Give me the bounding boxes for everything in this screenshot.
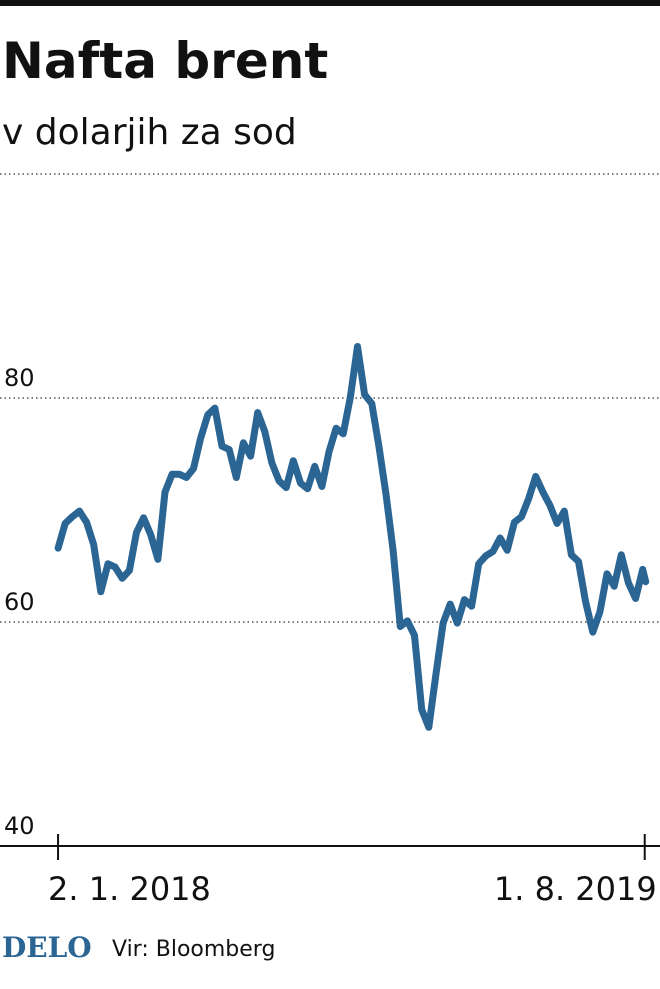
source: Vir: Bloomberg — [112, 937, 275, 962]
price-line — [54, 343, 650, 731]
y-tick-label: 60 — [4, 588, 35, 616]
logo: DELO — [2, 931, 92, 964]
chart-subtitle: v dolarjih za sod — [2, 112, 297, 153]
x-tick-label: 2. 1. 2018 — [48, 870, 211, 908]
x-tick-label: 1. 8. 2019 — [494, 870, 657, 908]
top-bar — [0, 0, 660, 6]
y-tick-label: 40 — [4, 812, 35, 840]
chart-title: Nafta brent — [2, 32, 328, 90]
y-tick-label: 80 — [4, 364, 35, 392]
